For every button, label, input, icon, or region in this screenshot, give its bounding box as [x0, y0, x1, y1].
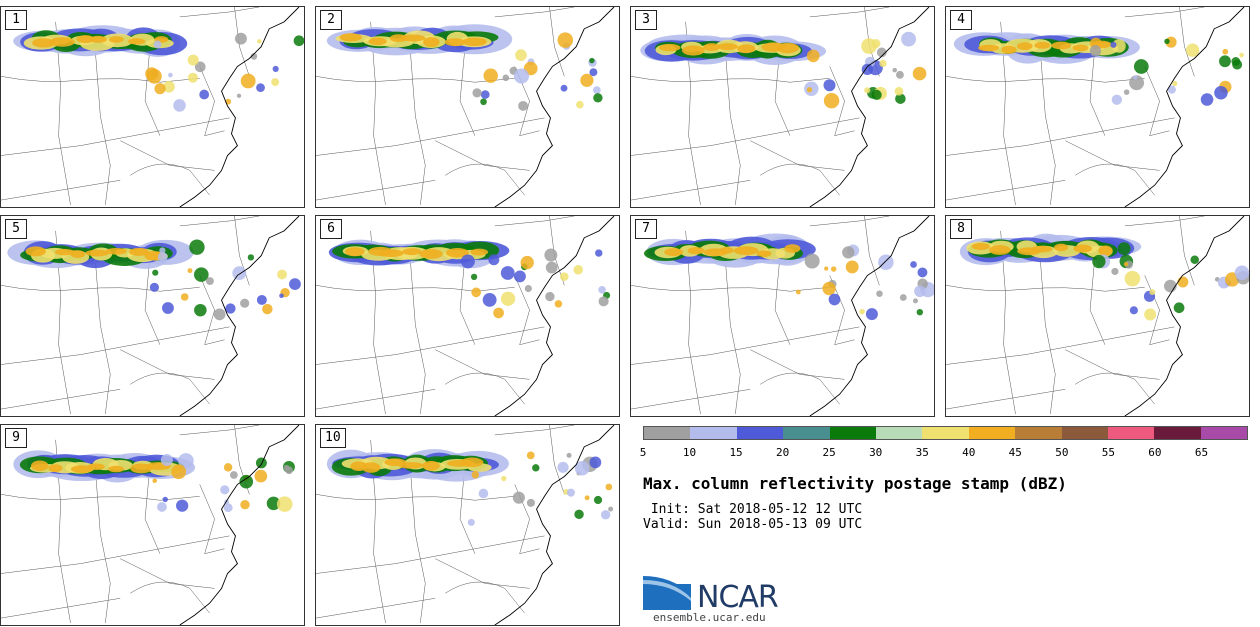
reflectivity-map [316, 7, 615, 207]
member-panel: 2 [315, 6, 620, 208]
member-panel: 3 [630, 6, 935, 208]
colorbar-ticks: 5 10 15 20 25 30 35 40 45 50 55 60 65 [639, 446, 1248, 460]
colorbar-tick-label: 50 [1055, 446, 1069, 459]
member-panel: 10 [315, 424, 620, 626]
colorbar-tick-label: 65 [1194, 446, 1209, 459]
colorbar-tick-label: 60 [1148, 446, 1162, 459]
reflectivity-map [316, 425, 615, 625]
plot-title: Max. column reflectivity postage stamp (… [643, 474, 1067, 493]
colorbar-swatch [1154, 427, 1201, 439]
reflectivity-colorbar [643, 426, 1248, 440]
init-time: Init: Sat 2018-05-12 12 UTC [643, 502, 863, 517]
member-panel: 7 [630, 215, 935, 417]
colorbar-tick-label: 25 [822, 446, 836, 459]
member-label: 6 [320, 219, 342, 239]
member-label: 7 [635, 219, 657, 239]
colorbar-tick-label: 20 [775, 446, 790, 459]
member-panel: 4 [945, 6, 1250, 208]
member-panel: 9 [0, 424, 305, 626]
ncar-logo-text: NCAR [697, 580, 779, 615]
reflectivity-map [1, 7, 304, 207]
reflectivity-map [631, 216, 934, 416]
colorbar-tick-label: 40 [962, 446, 976, 459]
colorbar-swatch [922, 427, 969, 439]
member-panel: 8 [945, 215, 1250, 417]
reflectivity-map [1, 216, 301, 416]
reflectivity-map [316, 216, 615, 416]
site-url: ensemble.ucar.edu [653, 611, 766, 624]
colorbar-tick-label: 45 [1008, 446, 1022, 459]
member-label: 2 [320, 10, 342, 30]
valid-time: Valid: Sun 2018-05-13 09 UTC [643, 517, 863, 532]
colorbar-swatch [644, 427, 691, 439]
colorbar-swatch [968, 427, 1016, 439]
reflectivity-map [1, 425, 300, 625]
colorbar-swatch [1107, 427, 1155, 439]
colorbar-swatch [1200, 427, 1248, 439]
colorbar-swatch [829, 427, 876, 439]
colorbar-tick-label: 10 [682, 446, 697, 459]
colorbar-tick-label: 55 [1101, 446, 1115, 459]
colorbar-swatch [1061, 427, 1108, 439]
member-label: 4 [950, 10, 972, 30]
colorbar-swatch [875, 427, 923, 439]
member-label: 1 [5, 10, 27, 30]
colorbar-tick-label: 5 [639, 446, 647, 459]
member-label: 5 [5, 219, 27, 239]
reflectivity-map [631, 7, 930, 207]
colorbar-swatch [690, 427, 737, 439]
colorbar-tick-label: 35 [915, 446, 929, 459]
member-label: 8 [950, 219, 972, 239]
member-panel: 5 [0, 215, 305, 417]
member-label: 9 [5, 428, 27, 448]
colorbar-tick-label: 30 [869, 446, 883, 459]
member-label: 3 [635, 10, 657, 30]
colorbar-swatch [783, 427, 830, 439]
member-label: 10 [320, 428, 346, 448]
colorbar-swatch [736, 427, 784, 439]
ncar-logo-icon [643, 576, 691, 610]
reflectivity-map [946, 7, 1245, 207]
reflectivity-map [946, 216, 1249, 416]
colorbar-tick-label: 15 [729, 446, 743, 459]
member-panel: 6 [315, 215, 620, 417]
colorbar-swatch [1015, 427, 1062, 439]
member-panel: 1 [0, 6, 305, 208]
